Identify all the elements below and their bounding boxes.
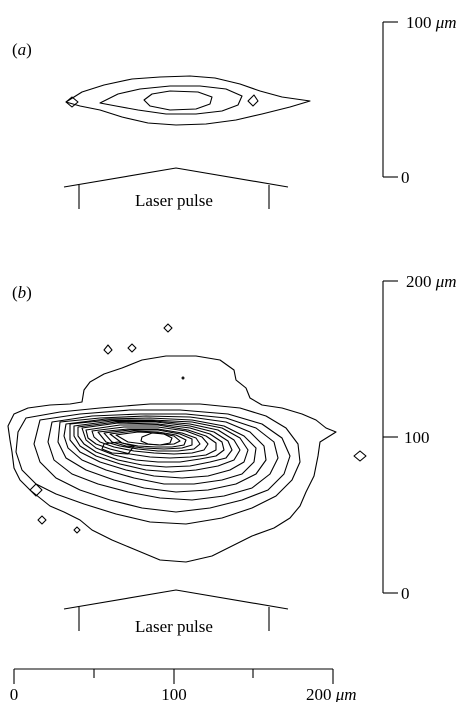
- panel-a-contours: [65, 75, 311, 126]
- contour-b-ring-4: [47, 413, 279, 501]
- panel-a: [63, 21, 398, 209]
- contour-a-outer: [65, 75, 311, 126]
- panel-b-contours: [7, 323, 367, 563]
- x-axis-label-0: 0: [10, 685, 19, 702]
- contour-b-ring-10: [81, 422, 225, 463]
- contour-b-ring-8: [73, 420, 241, 473]
- pulse-a-label: Laser pulse: [135, 191, 213, 210]
- contour-b-inner-lobe: [101, 441, 135, 455]
- x-axis-label-100: 100: [161, 685, 187, 702]
- x-axis: [13, 668, 334, 684]
- contour-b-blob-left-bottom: [29, 483, 43, 497]
- x-axis-label-200: 200 μm: [306, 685, 357, 702]
- contour-b-ring-5: [57, 415, 267, 493]
- contour-b-blob-left-top: [103, 344, 113, 355]
- panel-a-label: (a): [12, 40, 32, 59]
- contour-b-ring-15: [109, 430, 187, 448]
- contour-b-blob-bottom-left: [37, 515, 47, 525]
- contour-b-outer: [7, 355, 337, 563]
- scale-b-bottom-label: 0: [401, 584, 410, 603]
- contour-b-blob-right: [353, 450, 367, 462]
- panel-b: [7, 280, 398, 631]
- contour-b-ring-7: [69, 419, 249, 479]
- pulse-a-profile: [63, 167, 289, 188]
- contour-b-ring-2: [15, 403, 301, 525]
- scale-b-top-label: 200 μm: [406, 272, 457, 291]
- contour-b-ring-16: [115, 431, 181, 446]
- pulse-b-label: Laser pulse: [135, 617, 213, 636]
- contour-a-inner: [143, 90, 213, 111]
- contour-a-blob-right: [247, 94, 259, 107]
- panel-b-label: (b): [12, 283, 32, 302]
- panel-b-laser-pulse: [63, 589, 289, 631]
- scale-a-top-label: 100 μm: [406, 13, 457, 32]
- scale-a-bottom-label: 0: [401, 168, 410, 187]
- scale-b-mid-label: 100: [404, 428, 430, 447]
- contour-b-blob-top: [163, 323, 173, 333]
- contour-b-blob-bottom: [73, 526, 81, 534]
- contour-b-dot: [181, 376, 185, 380]
- contour-a-middle: [99, 85, 243, 115]
- contour-b-ring-3: [33, 409, 291, 513]
- contour-b-ring-6: [63, 417, 257, 485]
- contour-b-blob-mid: [127, 343, 137, 353]
- panel-a-scale-bar: [382, 21, 398, 178]
- contour-a-blob-left: [65, 96, 79, 108]
- contour-b-inner: [140, 432, 173, 446]
- contour-b-ring-14: [103, 429, 193, 450]
- panel-a-laser-pulse: [63, 167, 289, 209]
- pulse-b-profile: [63, 589, 289, 610]
- contour-b-ring-13: [97, 428, 201, 452]
- panel-b-scale-bar: [382, 280, 398, 594]
- contour-b-ring-9: [77, 421, 233, 468]
